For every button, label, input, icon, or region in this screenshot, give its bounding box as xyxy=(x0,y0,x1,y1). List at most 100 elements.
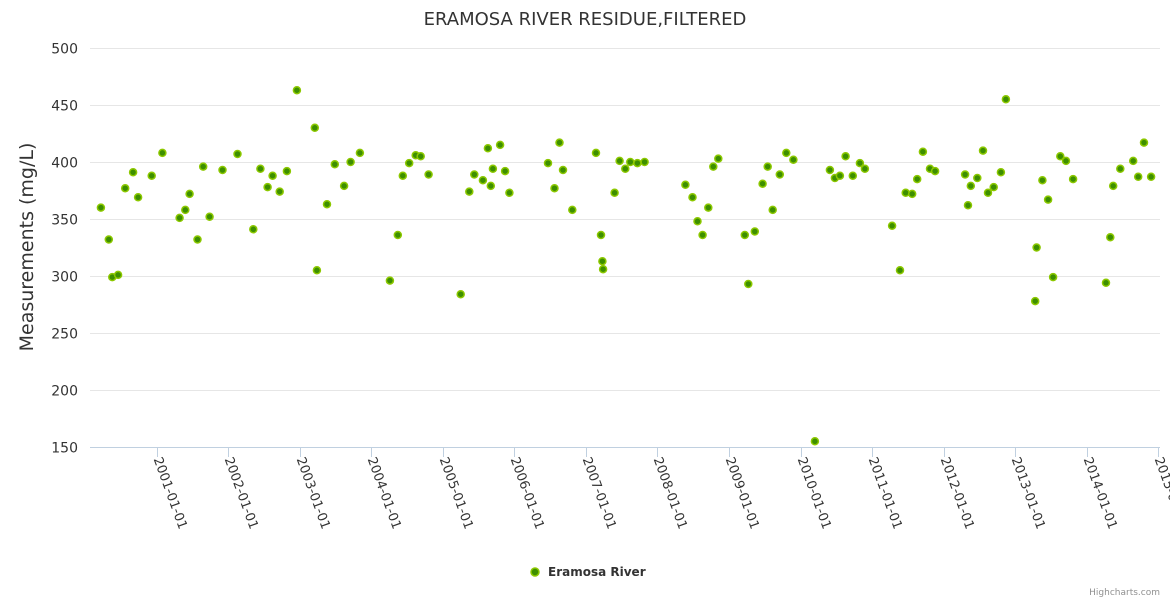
data-point xyxy=(456,289,465,299)
x-tick-label: 2009-01-01 xyxy=(722,455,762,531)
data-point xyxy=(322,199,332,209)
data-point xyxy=(1116,164,1125,174)
data-point xyxy=(193,235,202,244)
x-tick-label: 2010-01-01 xyxy=(794,455,834,531)
data-point xyxy=(895,266,905,275)
data-point xyxy=(887,221,897,231)
data-point xyxy=(598,264,608,274)
x-tick-label: 2005-01-01 xyxy=(436,455,476,531)
data-point xyxy=(470,170,479,179)
data-point xyxy=(693,217,702,226)
data-point xyxy=(1043,195,1053,204)
data-point xyxy=(907,189,917,199)
data-point xyxy=(1068,174,1078,184)
data-point xyxy=(1056,152,1065,161)
data-point xyxy=(198,162,208,171)
data-point xyxy=(256,164,265,174)
data-point xyxy=(610,188,619,198)
data-point xyxy=(860,164,870,174)
x-tick-label: 2015-01-01 xyxy=(1151,455,1170,531)
data-point xyxy=(973,173,982,183)
data-point xyxy=(424,170,433,179)
data-point xyxy=(205,212,214,221)
data-point xyxy=(113,270,123,280)
data-point xyxy=(483,144,493,153)
data-point xyxy=(598,256,607,266)
data-point xyxy=(1128,156,1138,166)
data-point xyxy=(558,165,568,175)
legend-item-eramosa-river[interactable]: Eramosa River xyxy=(530,565,646,579)
data-point xyxy=(249,225,258,234)
data-point xyxy=(688,193,697,202)
data-point xyxy=(1038,175,1047,185)
data-point xyxy=(960,170,970,179)
data-point xyxy=(989,182,998,192)
chart-title: ERAMOSA RIVER RESIDUE,FILTERED xyxy=(424,9,747,30)
data-point xyxy=(185,189,194,199)
data-point xyxy=(486,181,496,191)
data-point xyxy=(996,168,1006,177)
credits-link[interactable]: Highcharts.com xyxy=(1089,588,1160,598)
data-point xyxy=(488,164,498,174)
data-point xyxy=(1108,181,1118,191)
data-point xyxy=(268,171,277,180)
data-point xyxy=(621,164,630,174)
data-point xyxy=(709,162,718,171)
data-point xyxy=(465,187,474,196)
data-point xyxy=(147,171,156,180)
data-point xyxy=(1139,138,1149,147)
data-point xyxy=(550,183,559,193)
data-point xyxy=(835,171,845,180)
data-point xyxy=(763,162,772,171)
data-point xyxy=(983,188,993,198)
data-point xyxy=(133,193,143,202)
data-point xyxy=(282,166,292,176)
data-point xyxy=(104,235,114,244)
data-point xyxy=(855,158,865,168)
x-tick-label: 2008-01-01 xyxy=(650,455,690,531)
data-point xyxy=(1061,156,1071,166)
data-point xyxy=(841,152,850,161)
data-point xyxy=(1106,232,1115,242)
data-point xyxy=(292,85,302,95)
data-point xyxy=(698,230,707,240)
data-point xyxy=(158,148,167,158)
data-point xyxy=(1032,243,1041,252)
data-point xyxy=(918,147,928,156)
data-point xyxy=(1133,172,1143,182)
data-point xyxy=(1146,172,1156,182)
data-point xyxy=(500,166,510,176)
y-tick-label: 150 xyxy=(51,441,78,457)
y-tick-label: 300 xyxy=(51,270,78,286)
y-tick-label: 200 xyxy=(51,384,78,400)
data-point xyxy=(312,266,322,275)
y-tick-label: 350 xyxy=(51,213,78,229)
data-point xyxy=(404,158,414,168)
x-tick-label: 2013-01-01 xyxy=(1008,455,1048,531)
x-tick-label: 2001-01-01 xyxy=(150,455,190,531)
data-point xyxy=(385,276,395,285)
gridlines xyxy=(90,48,1160,391)
data-point xyxy=(782,148,791,158)
data-point xyxy=(393,230,403,240)
data-point xyxy=(615,156,624,166)
data-point xyxy=(478,175,488,185)
y-axis-title: Measurements (mg/L) xyxy=(16,143,38,352)
data-point xyxy=(233,149,242,159)
data-point xyxy=(930,166,940,176)
data-point xyxy=(355,148,365,158)
data-point xyxy=(505,188,514,198)
data-point xyxy=(398,171,408,180)
data-point xyxy=(704,203,713,212)
data-point xyxy=(275,187,284,196)
data-point xyxy=(591,148,601,158)
legend-marker-icon xyxy=(530,567,540,577)
x-tick-label: 2002-01-01 xyxy=(221,455,261,531)
data-point xyxy=(768,205,777,215)
legend-label: Eramosa River xyxy=(548,565,646,579)
data-point xyxy=(775,170,785,179)
x-tick-label: 2007-01-01 xyxy=(579,455,619,531)
data-point xyxy=(681,180,690,190)
data-point xyxy=(744,279,753,289)
